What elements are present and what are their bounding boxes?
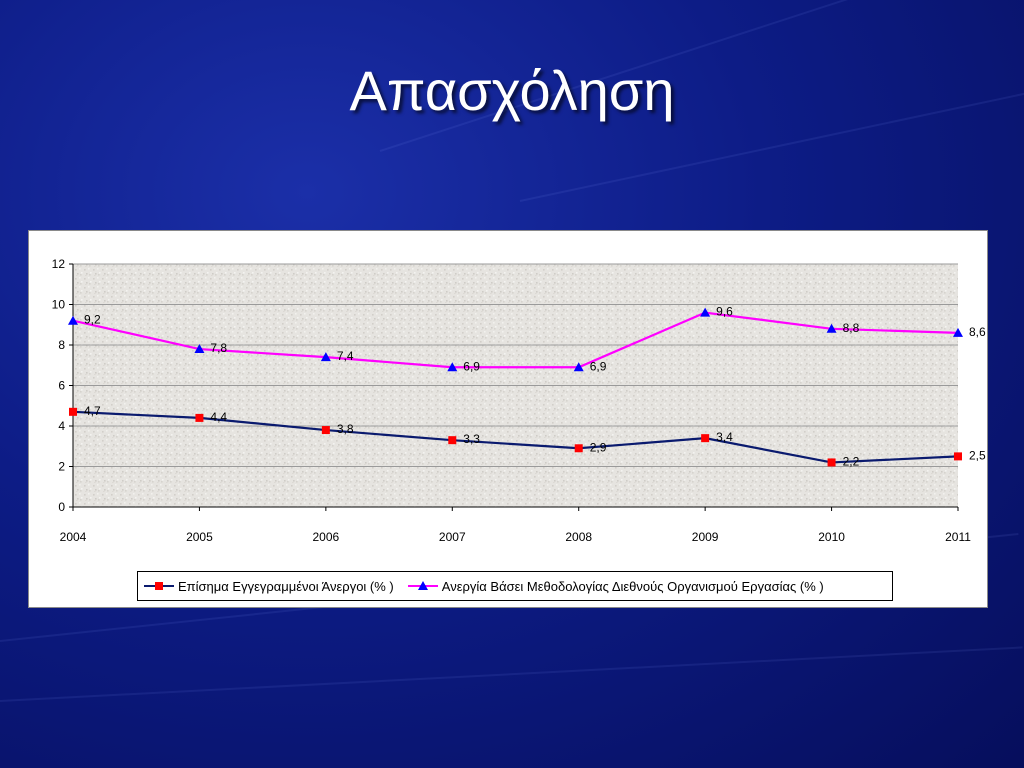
data-point-triangle [700,307,711,317]
data-point-square [448,436,457,445]
data-point-square [321,426,330,435]
x-tick-label: 2005 [186,530,213,544]
data-label: 7,8 [210,341,227,355]
data-label: 2,5 [969,448,986,462]
legend-item-series-1: Επίσημα Εγγεγραμμένοι Άνεργοι (% ) [144,579,394,594]
x-tick-label: 2006 [313,530,340,544]
data-label: 4,4 [210,410,227,424]
y-tick-label: 0 [58,500,65,514]
data-point-square [195,413,204,422]
data-point-square [701,434,710,443]
legend-key-square-icon [144,580,174,592]
x-tick-label: 2004 [60,530,87,544]
data-point-square [954,452,962,461]
x-tick-label: 2011 [945,530,971,544]
data-point-square [69,407,77,416]
data-point-triangle [194,344,205,354]
data-point-triangle [447,362,458,372]
data-label: 9,2 [84,313,101,327]
x-tick-label: 2009 [692,530,719,544]
series-line-2 [72,311,959,369]
x-tick-label: 2010 [818,530,845,544]
chart-legend: Επίσημα Εγγεγραμμένοι Άνεργοι (% ) Ανεργ… [137,571,893,601]
y-tick-label: 10 [52,298,66,312]
data-point-square [574,444,583,453]
legend-item-series-2: Ανεργία Βάσει Μεθοδολογίας Διεθνούς Οργα… [407,578,824,594]
data-label: 2,9 [590,440,607,454]
data-point-triangle [320,352,331,362]
legend-label-series-1: Επίσημα Εγγεγραμμένοι Άνεργοι (% ) [178,578,394,594]
data-label: 8,8 [843,321,860,335]
y-tick-label: 6 [58,379,65,393]
y-tick-label: 2 [58,460,65,474]
data-label: 3,3 [463,432,480,446]
x-tick-label: 2008 [565,530,592,544]
legend-key-triangle-icon [407,580,438,592]
data-label: 7,4 [337,349,354,363]
data-point-square [827,458,836,467]
data-label: 6,9 [463,359,480,373]
y-tick-label: 12 [52,257,66,271]
data-point-triangle [826,323,837,333]
data-label: 4,7 [84,404,101,418]
data-point-triangle [953,327,963,337]
data-point-triangle [68,315,78,325]
series-line-1 [72,410,959,464]
data-label: 6,9 [590,359,607,373]
legend-label-series-2: Ανεργία Βάσει Μεθοδολογίας Διεθνούς Οργα… [441,578,824,594]
data-label: 2,2 [843,454,860,468]
data-label: 3,4 [716,430,733,444]
data-point-triangle [573,362,584,372]
y-tick-label: 8 [58,338,65,352]
slide-title: Απασχόληση [349,59,675,122]
x-tick-label: 2007 [439,530,466,544]
data-label: 9,6 [716,305,733,319]
line-chart: 0 2 4 6 8 10 12 2004 2005 2006 2007 2008 2009 2010 201… [52,257,986,544]
y-tick-label: 4 [58,419,65,433]
data-label: 8,6 [969,325,986,339]
data-label: 3,8 [337,422,354,436]
chart-panel: 0 2 4 6 8 10 12 2004 2005 2006 2007 2008 2009 2010 201… [28,230,988,608]
